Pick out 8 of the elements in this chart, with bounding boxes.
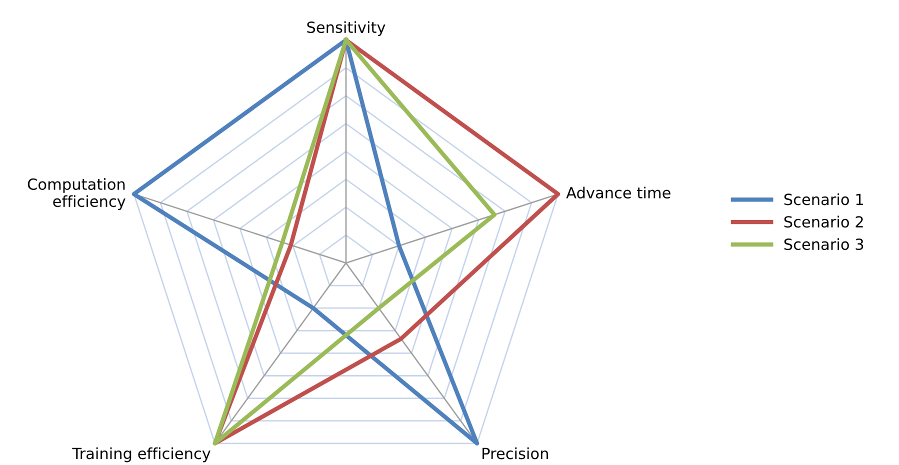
spoke-label: Training efficiency [72,447,210,462]
spoke-label: Advance time [566,186,670,199]
legend-label: Scenario 1 [784,193,863,206]
spoke-label: Precision [482,447,548,460]
spoke-label: Computation efficiency [28,178,126,210]
legend-label: Scenario 3 [784,238,864,250]
spoke-label: Sensitivity [307,21,386,36]
legend-label: Scenario 2 [784,216,863,228]
